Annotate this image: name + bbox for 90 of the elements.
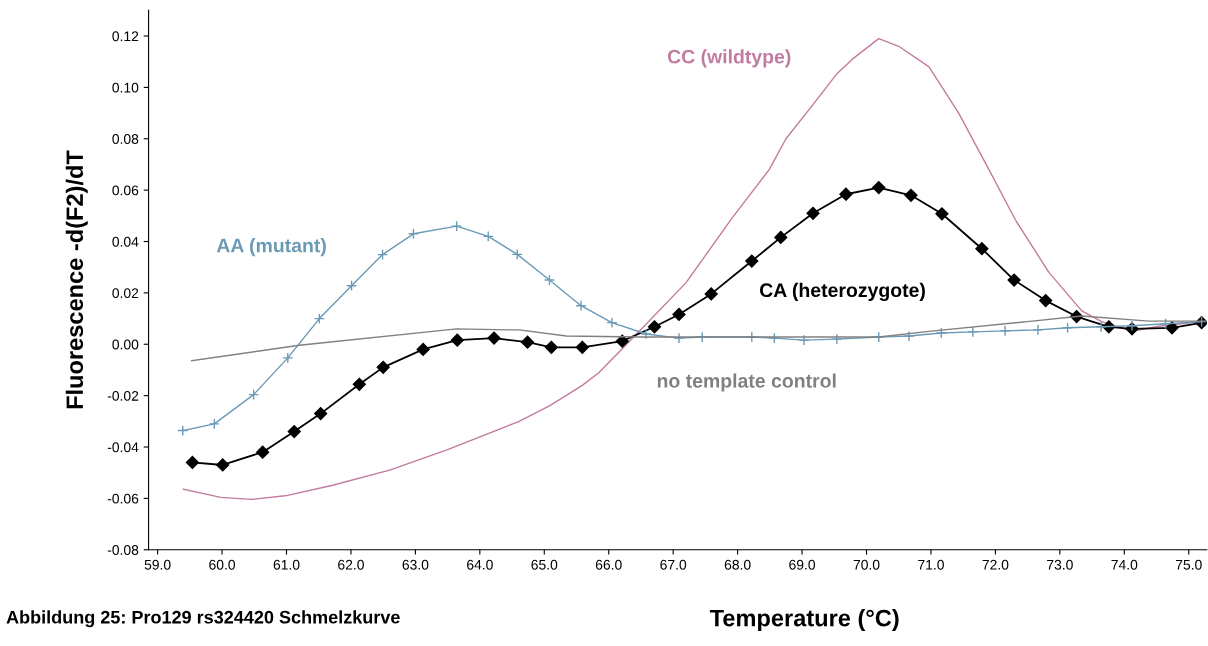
point <box>313 313 325 325</box>
x-tick-label: 61.0 <box>273 559 300 570</box>
point <box>872 180 886 195</box>
point <box>282 352 294 364</box>
point <box>544 340 558 354</box>
x-tick-label: 70.0 <box>853 559 880 570</box>
point <box>407 228 420 240</box>
x-tick-label: 60.0 <box>209 559 236 570</box>
point <box>520 335 535 349</box>
point <box>1032 324 1044 336</box>
y-tick-label: -0.04 <box>107 442 139 453</box>
point <box>287 425 301 439</box>
point <box>745 254 759 268</box>
y-tick-label: 0.00 <box>112 339 139 350</box>
point <box>904 188 918 202</box>
x-tick-label: 72.0 <box>982 559 1009 570</box>
y-tick-label: -0.06 <box>107 493 139 504</box>
point <box>1039 294 1053 308</box>
x-tick-label: 74.0 <box>1111 559 1138 570</box>
text: Abbildung 25: Pro129 rs324420 Schmelzkurve <box>6 610 400 628</box>
series-label: AA (mutant) <box>216 238 326 257</box>
point <box>1062 322 1074 334</box>
x-tick-label: 63.0 <box>402 559 429 570</box>
y-tick-label: 0.06 <box>112 185 139 196</box>
point <box>482 230 494 242</box>
point <box>346 280 358 292</box>
point <box>256 445 270 459</box>
point <box>248 389 260 401</box>
x-tick-label: 67.0 <box>660 559 687 570</box>
x-tick-label: 64.0 <box>467 559 493 570</box>
point <box>1159 318 1172 330</box>
x-tick-label: 69.0 <box>789 559 816 570</box>
y-tick-label: 0.04 <box>112 236 139 247</box>
x-tick-label: 71.0 <box>918 559 944 570</box>
point <box>185 455 199 470</box>
y-tick-label: 0.10 <box>112 82 139 93</box>
point <box>208 418 220 430</box>
point <box>1165 321 1179 335</box>
point <box>416 342 430 356</box>
point <box>640 328 652 340</box>
point <box>999 325 1011 337</box>
point <box>543 274 555 286</box>
x-axis-title: Temperature (°C) <box>709 609 899 632</box>
point <box>451 220 463 232</box>
y-tick-label: -0.08 <box>107 545 139 555</box>
series-label: no template control <box>657 373 836 392</box>
point <box>798 334 810 346</box>
point <box>975 242 989 256</box>
x-tick-label: 68.0 <box>724 559 751 570</box>
point <box>376 249 389 261</box>
point <box>672 307 686 322</box>
x-tick-label: 75.0 <box>1175 559 1202 570</box>
x-tick-label: 73.0 <box>1047 559 1073 570</box>
x-tick-label: 66.0 <box>595 559 622 570</box>
point <box>450 333 464 347</box>
point <box>839 187 853 201</box>
point <box>673 332 685 344</box>
y-tick-label: 0.08 <box>112 134 139 144</box>
point <box>575 300 587 312</box>
point <box>774 230 788 244</box>
y-axis-title: Fluorescence -d(F2)/dT <box>65 150 88 409</box>
x-tick-label: 62.0 <box>338 559 364 570</box>
point <box>967 326 979 338</box>
point <box>806 206 820 220</box>
point <box>704 287 718 301</box>
point <box>352 377 366 391</box>
point <box>314 407 328 421</box>
point <box>647 320 662 334</box>
y-tick-label: 0.02 <box>112 288 139 299</box>
series-label: CA (heterozygote) <box>759 282 925 302</box>
point <box>216 458 230 472</box>
x-tick-label: 59.0 <box>144 559 171 570</box>
point <box>606 317 618 329</box>
point <box>1007 273 1021 287</box>
point <box>768 332 780 344</box>
point <box>903 330 915 342</box>
point <box>511 248 523 260</box>
y-tick-label: 0.12 <box>112 31 139 42</box>
point <box>831 333 843 345</box>
point <box>1126 320 1138 332</box>
point <box>935 207 949 221</box>
y-tick-label: -0.02 <box>107 390 139 401</box>
text: CC (wildtype) <box>667 49 791 68</box>
x-tick-label: 65.0 <box>531 559 558 570</box>
point <box>1095 321 1107 333</box>
point <box>376 360 390 374</box>
point <box>575 340 589 354</box>
point <box>935 327 947 339</box>
point <box>177 425 189 437</box>
point <box>487 331 501 345</box>
